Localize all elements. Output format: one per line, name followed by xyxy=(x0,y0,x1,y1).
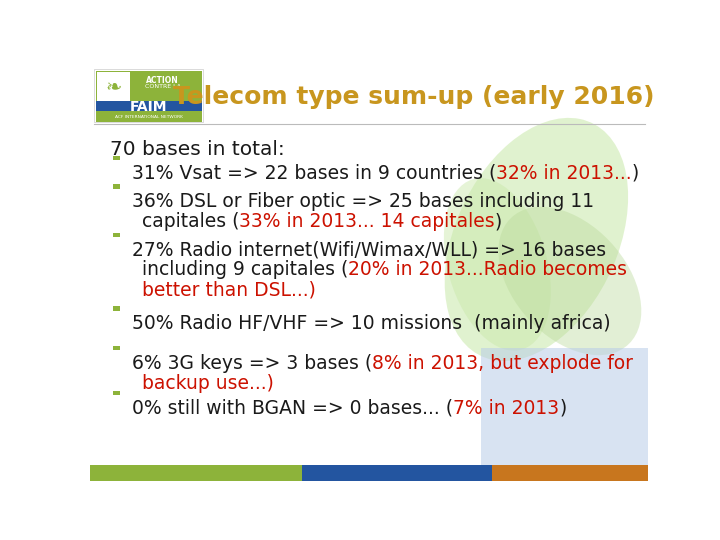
Text: ): ) xyxy=(559,399,567,417)
Text: backup use...): backup use...) xyxy=(142,374,274,393)
Text: 70 bases in total:: 70 bases in total: xyxy=(109,140,284,159)
Text: 20% in 2013...Radio becomes: 20% in 2013...Radio becomes xyxy=(348,260,627,279)
Bar xyxy=(113,156,120,160)
Bar xyxy=(113,185,120,189)
FancyBboxPatch shape xyxy=(96,72,130,102)
Bar xyxy=(113,233,120,237)
Text: 32% in 2013...: 32% in 2013... xyxy=(496,164,632,183)
Text: 6% 3G keys => 3 bases (: 6% 3G keys => 3 bases ( xyxy=(132,354,372,373)
Text: Telecom type sum-up (early 2016): Telecom type sum-up (early 2016) xyxy=(173,85,654,109)
Ellipse shape xyxy=(444,178,551,350)
Text: 36% DSL or Fiber optic => 25 bases including 11: 36% DSL or Fiber optic => 25 bases inclu… xyxy=(132,192,594,212)
Text: ): ) xyxy=(495,212,503,232)
Text: 0% still with BGAN => 0 bases... (: 0% still with BGAN => 0 bases... ( xyxy=(132,399,453,417)
Bar xyxy=(113,306,120,311)
Text: 27% Radio internet(Wifi/Wimax/WLL) => 16 bases: 27% Radio internet(Wifi/Wimax/WLL) => 16… xyxy=(132,241,606,260)
Text: 31% Vsat => 22 bases in 9 countries (: 31% Vsat => 22 bases in 9 countries ( xyxy=(132,164,496,183)
Bar xyxy=(492,465,648,481)
Text: ACF INTERNATIONAL NETWORK: ACF INTERNATIONAL NETWORK xyxy=(114,115,183,119)
FancyBboxPatch shape xyxy=(96,111,202,122)
FancyBboxPatch shape xyxy=(96,102,202,112)
Text: better than DSL...): better than DSL...) xyxy=(142,280,316,299)
Text: FAIM: FAIM xyxy=(130,100,167,114)
Bar xyxy=(113,346,120,350)
Text: 7% in 2013: 7% in 2013 xyxy=(453,399,559,417)
Text: including 9 capitales (: including 9 capitales ( xyxy=(142,260,348,279)
FancyBboxPatch shape xyxy=(94,69,203,122)
Bar xyxy=(302,465,492,481)
Text: ❧: ❧ xyxy=(105,78,122,97)
Ellipse shape xyxy=(498,207,642,355)
Bar xyxy=(90,465,302,481)
Bar xyxy=(113,391,120,395)
Ellipse shape xyxy=(445,118,628,361)
Text: 33% in 2013... 14 capitales: 33% in 2013... 14 capitales xyxy=(239,212,495,232)
Text: ): ) xyxy=(632,164,639,183)
FancyBboxPatch shape xyxy=(96,71,202,102)
Text: ACTION: ACTION xyxy=(146,76,179,85)
Text: 50% Radio HF/VHF => 10 missions  (mainly africa): 50% Radio HF/VHF => 10 missions (mainly … xyxy=(132,314,611,333)
Text: CONTRE LA: CONTRE LA xyxy=(145,84,181,89)
FancyBboxPatch shape xyxy=(481,348,648,465)
Text: capitales (: capitales ( xyxy=(142,212,239,232)
Text: 8% in 2013, but explode for: 8% in 2013, but explode for xyxy=(372,354,633,373)
